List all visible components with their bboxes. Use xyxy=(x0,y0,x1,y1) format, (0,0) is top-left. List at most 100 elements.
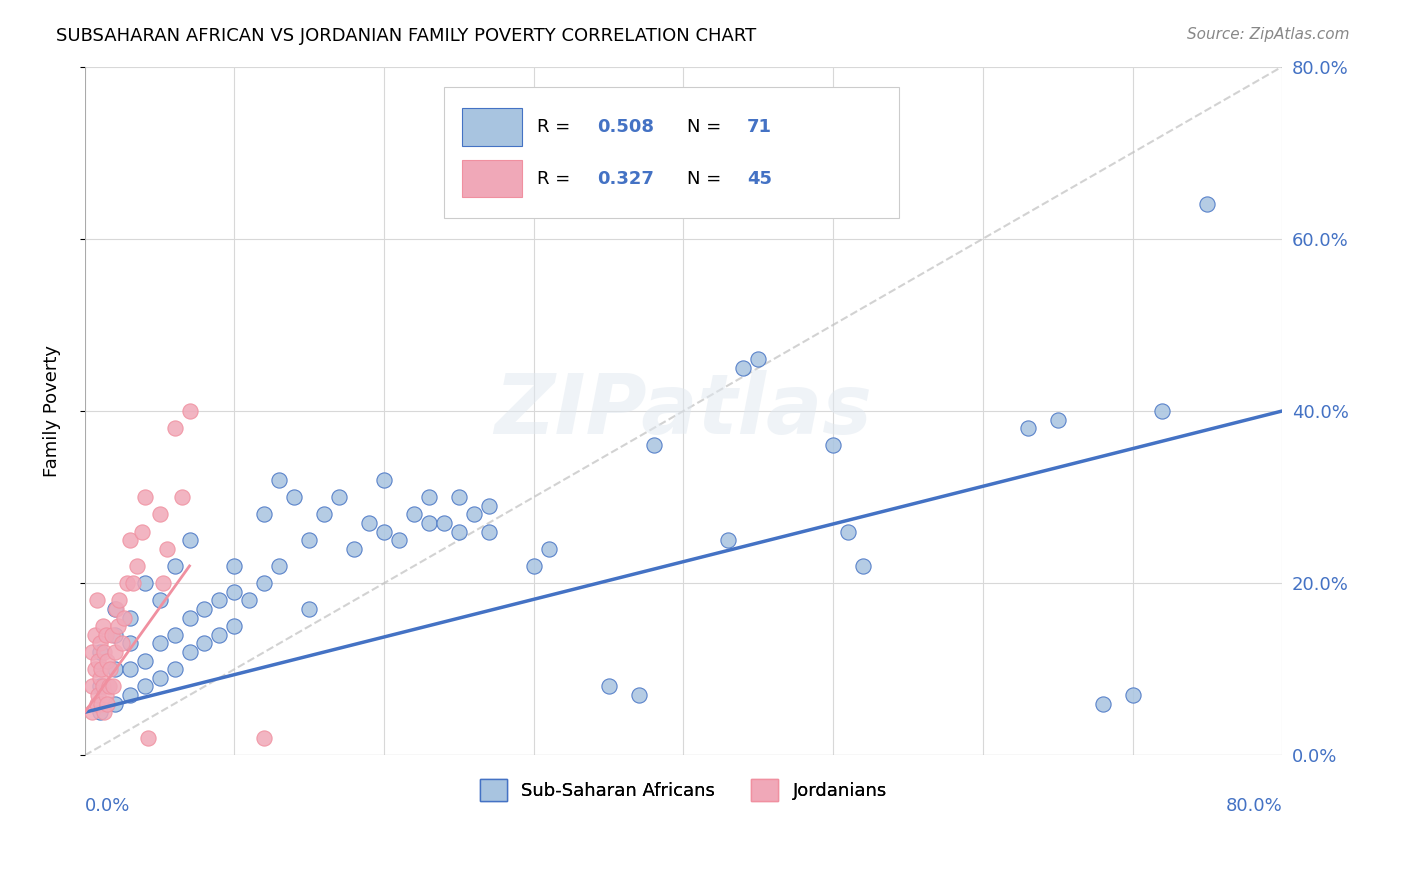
Text: R =: R = xyxy=(537,118,576,136)
Text: 0.508: 0.508 xyxy=(598,118,654,136)
Text: N =: N = xyxy=(688,118,727,136)
Point xyxy=(523,558,546,573)
Point xyxy=(224,619,246,633)
Point xyxy=(447,490,470,504)
Point xyxy=(1017,421,1039,435)
Point xyxy=(388,533,411,548)
FancyBboxPatch shape xyxy=(444,87,898,219)
Point xyxy=(89,680,111,694)
Text: 0.0%: 0.0% xyxy=(84,797,131,814)
Point xyxy=(733,360,755,375)
Point xyxy=(1197,197,1219,211)
Point xyxy=(152,576,174,591)
Point xyxy=(148,671,170,685)
Point xyxy=(89,636,111,650)
Point xyxy=(269,558,291,573)
Point xyxy=(643,438,665,452)
Point xyxy=(163,662,186,676)
Point xyxy=(402,508,425,522)
Point xyxy=(253,731,276,746)
Point xyxy=(87,688,110,702)
Point xyxy=(84,628,107,642)
Legend: Sub-Saharan Africans, Jordanians: Sub-Saharan Africans, Jordanians xyxy=(472,772,894,808)
Point xyxy=(373,524,395,539)
Point xyxy=(359,516,381,530)
Point xyxy=(208,593,231,607)
Point xyxy=(253,576,276,591)
Point xyxy=(193,636,215,650)
Text: Source: ZipAtlas.com: Source: ZipAtlas.com xyxy=(1187,27,1350,42)
Point xyxy=(148,593,170,607)
Point xyxy=(94,688,117,702)
Point xyxy=(96,654,118,668)
Point xyxy=(121,576,143,591)
Point xyxy=(463,508,485,522)
Text: 71: 71 xyxy=(747,118,772,136)
Point xyxy=(112,610,135,624)
Point xyxy=(148,508,170,522)
Point xyxy=(717,533,740,548)
Point xyxy=(118,662,141,676)
Point xyxy=(418,490,440,504)
Y-axis label: Family Poverty: Family Poverty xyxy=(44,345,60,477)
Point xyxy=(94,628,117,642)
Point xyxy=(163,628,186,642)
Point xyxy=(93,706,115,720)
Point xyxy=(127,558,149,573)
Point xyxy=(111,636,134,650)
Point xyxy=(343,541,366,556)
Point xyxy=(108,593,131,607)
Point xyxy=(104,662,127,676)
Point xyxy=(1046,412,1069,426)
Text: 0.327: 0.327 xyxy=(598,169,654,188)
Point xyxy=(179,610,201,624)
Point xyxy=(97,680,120,694)
Point xyxy=(101,680,124,694)
Point xyxy=(91,619,114,633)
Point xyxy=(373,473,395,487)
Text: 80.0%: 80.0% xyxy=(1226,797,1282,814)
Point xyxy=(134,490,156,504)
Point xyxy=(224,558,246,573)
Point xyxy=(134,576,156,591)
Point xyxy=(1152,404,1174,418)
Point xyxy=(89,706,111,720)
Text: ZIPatlas: ZIPatlas xyxy=(495,370,872,451)
Point xyxy=(747,352,769,367)
Point xyxy=(96,697,118,711)
Point xyxy=(90,697,112,711)
Point xyxy=(91,680,114,694)
Point xyxy=(163,421,186,435)
Point xyxy=(115,576,138,591)
Point xyxy=(193,602,215,616)
Point xyxy=(447,524,470,539)
Point xyxy=(433,516,456,530)
Text: 45: 45 xyxy=(747,169,772,188)
Point xyxy=(269,473,291,487)
Point xyxy=(224,584,246,599)
Point xyxy=(179,645,201,659)
Point xyxy=(148,636,170,650)
Point xyxy=(314,508,336,522)
Point xyxy=(93,645,115,659)
Point xyxy=(87,654,110,668)
Point xyxy=(298,602,321,616)
Point xyxy=(179,404,201,418)
Point xyxy=(837,524,859,539)
Point xyxy=(84,662,107,676)
FancyBboxPatch shape xyxy=(463,108,522,145)
Point xyxy=(238,593,260,607)
Point xyxy=(118,636,141,650)
Point xyxy=(89,671,111,685)
Text: N =: N = xyxy=(688,169,727,188)
Point xyxy=(86,697,108,711)
Point xyxy=(134,680,156,694)
Point xyxy=(852,558,875,573)
FancyBboxPatch shape xyxy=(463,160,522,197)
Point xyxy=(156,541,179,556)
Point xyxy=(104,645,127,659)
Point xyxy=(82,680,104,694)
Point xyxy=(1122,688,1144,702)
Point xyxy=(283,490,305,504)
Point xyxy=(118,688,141,702)
